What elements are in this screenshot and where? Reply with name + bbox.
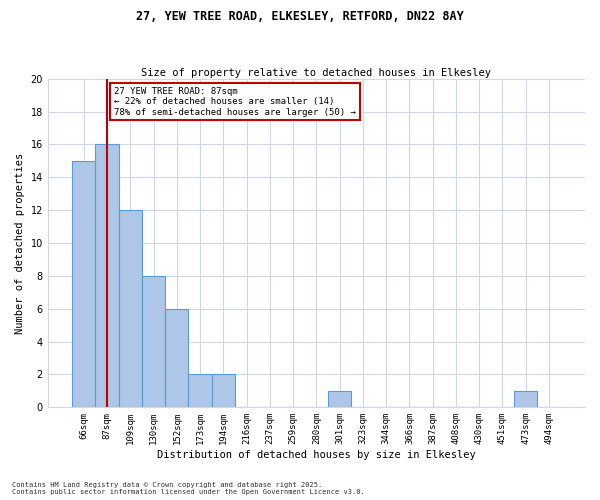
Bar: [72, 161, 95, 408]
Title: Size of property relative to detached houses in Elkesley: Size of property relative to detached ho…: [142, 68, 491, 78]
Bar: [328, 391, 351, 407]
Y-axis label: Number of detached properties: Number of detached properties: [15, 152, 25, 334]
Text: Contains HM Land Registry data © Crown copyright and database right 2025.
Contai: Contains HM Land Registry data © Crown c…: [12, 482, 365, 495]
Bar: [95, 144, 119, 408]
Bar: [119, 210, 142, 408]
Bar: [142, 276, 165, 407]
Bar: [514, 391, 538, 407]
Bar: [188, 374, 212, 408]
Text: 27, YEW TREE ROAD, ELKESLEY, RETFORD, DN22 8AY: 27, YEW TREE ROAD, ELKESLEY, RETFORD, DN…: [136, 10, 464, 23]
Text: 27 YEW TREE ROAD: 87sqm
← 22% of detached houses are smaller (14)
78% of semi-de: 27 YEW TREE ROAD: 87sqm ← 22% of detache…: [114, 87, 356, 117]
X-axis label: Distribution of detached houses by size in Elkesley: Distribution of detached houses by size …: [157, 450, 476, 460]
Bar: [165, 309, 188, 408]
Bar: [212, 374, 235, 408]
